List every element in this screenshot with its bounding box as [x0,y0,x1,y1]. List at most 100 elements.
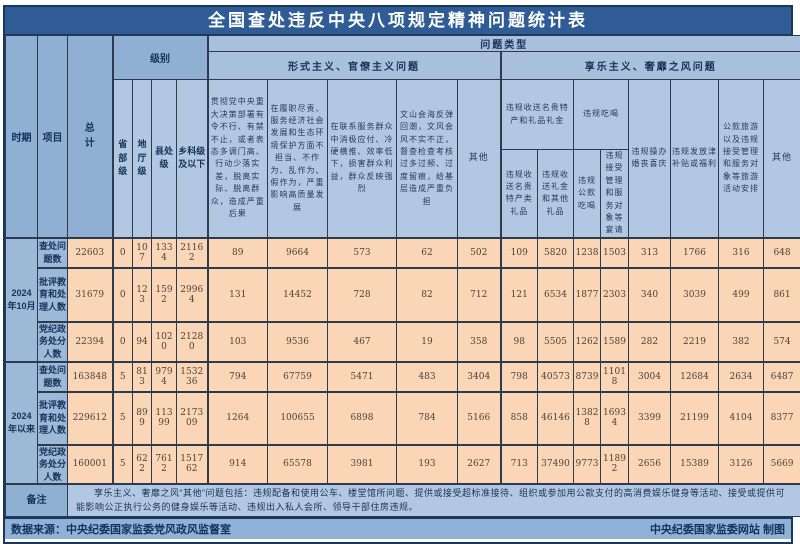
data-cell: 8377 [764,392,800,445]
header-item: 项目 [38,36,68,238]
data-cell: 14452 [268,268,328,322]
data-cell: 131 [208,268,268,322]
data-cell: 82 [397,268,458,322]
data-cell: 94 [133,322,152,362]
data-cell: 5820 [538,238,574,268]
data-cell: 1589 [601,322,629,362]
period-label: 2024年以来 [6,362,38,485]
data-cell: 1877 [574,268,601,322]
data-cell: 316 [719,238,764,268]
note-row: 备注 享乐主义、奢靡之风“其他”问题包括：违规配备和使用公车、楼堂馆所问题、提供… [6,484,800,517]
header-formalism-other: 其他 [458,80,501,238]
data-cell: 62 [397,238,458,268]
header-public-travel: 公款旅游以及违规接受管理和服务对象等旅游活动安排 [719,80,764,238]
data-cell: 502 [458,238,501,268]
header-problem-type-group: 问题类型 [208,36,800,52]
data-cell: 573 [328,238,397,268]
table-row: 2024年10月 查处问题数 22603 0 107 1334 21162 89… [6,238,800,268]
header-level-county: 县处级 [152,80,177,238]
table-row: 批评教育和处理人数 31679 0 123 1592 29964 131 144… [6,268,800,322]
header-hedonism-group: 享乐主义、奢靡之风问题 [501,52,800,80]
data-cell: 574 [764,322,800,362]
data-cell: 7612 [152,445,177,485]
data-cell: 5166 [458,392,501,445]
data-cell: 5471 [328,362,397,392]
header-formalism-col-3: 在联系服务群众中消极应付、冷硬横推、效率低下，损害群众利益，群众反映强烈 [328,80,397,238]
data-cell: 16934 [601,392,629,445]
data-cell: 712 [458,268,501,322]
header-total-text: 总计 [84,121,95,151]
data-cell: 103 [208,322,268,362]
data-cell: 3981 [328,445,397,485]
data-cell: 1020 [152,322,177,362]
data-cell: 1766 [671,238,719,268]
data-cell: 123 [133,268,152,322]
data-cell: 121 [501,268,538,322]
data-cell: 784 [397,392,458,445]
data-cell: 163848 [68,362,113,392]
data-cell: 858 [501,392,538,445]
data-cell: 107 [133,238,152,268]
header-formalism-col-1: 贯彻党中央重大决策部署有令不行、有禁不止，或者表态多调门高、行动少落实差，脱离实… [208,80,268,238]
data-cell: 499 [719,268,764,322]
data-cell: 8739 [574,362,601,392]
header-period: 时期 [6,36,38,238]
header-formalism-col-4: 文山会海反弹回潮，文风会风不实不正，督查检查考核过多过频、过度留痕，给基层造成严… [397,80,458,238]
note-label: 备注 [6,484,68,517]
data-cell: 1334 [152,238,177,268]
data-cell: 5 [113,362,133,392]
row-label: 党纪政务处分人数 [38,322,68,362]
table-row: 党纪政务处分人数 22394 0 94 1020 21280 103 9536 … [6,322,800,362]
data-cell: 794 [208,362,268,392]
header-sub-gifts-money: 违规收送礼金和其他礼品 [538,150,574,238]
data-cell: 358 [458,322,501,362]
data-cell: 648 [764,238,800,268]
data-cell: 37490 [538,445,574,485]
data-cell: 151762 [177,445,208,485]
data-cell: 713 [501,445,538,485]
header-dining-group: 违规吃喝 [574,80,629,150]
data-cell: 3126 [719,445,764,485]
data-cell: 340 [629,268,671,322]
data-cell: 1262 [574,322,601,362]
header-allowances: 违规发放津补贴或福利 [671,80,719,238]
row-label: 批评教育和处理人数 [38,392,68,445]
data-cell: 11892 [601,445,629,485]
statistics-table: 时期 项目 总计 级别 问题类型 形式主义、官僚主义问题 享乐主义、奢靡之风问题… [5,35,800,517]
data-cell: 6898 [328,392,397,445]
data-cell: 29964 [177,268,208,322]
credit: 中央纪委国家监委网站 制图 [650,521,785,537]
data-cell: 9536 [268,322,328,362]
data-source: 数据来源：中央纪委国家监委党风政风监督室 [11,521,231,537]
data-cell: 193 [397,445,458,485]
data-cell: 13828 [574,392,601,445]
data-cell: 9794 [152,362,177,392]
data-cell: 1238 [574,238,601,268]
data-cell: 728 [328,268,397,322]
data-cell: 3004 [629,362,671,392]
data-cell: 3039 [671,268,719,322]
data-cell: 382 [719,322,764,362]
data-cell: 31679 [68,268,113,322]
header-gifts-group: 违规收送名贵特产和礼品礼金 [501,80,574,150]
data-cell: 2303 [601,268,629,322]
period-label: 2024年10月 [6,238,38,362]
header-wedding-funeral: 违规操办婚丧喜庆 [629,80,671,238]
data-cell: 861 [764,268,800,322]
data-cell: 22394 [68,322,113,362]
table-row: 批评教育和处理人数 229612 5 899 11399 217309 1264… [6,392,800,445]
data-cell: 2627 [458,445,501,485]
header-formalism-col-2: 在履职尽责、服务经济社会发展和生态环境保护方面不担当、不作为、乱作为、假作为，严… [268,80,328,238]
data-cell: 798 [501,362,538,392]
data-cell: 98 [501,322,538,362]
data-cell: 89 [208,238,268,268]
data-cell: 229612 [68,392,113,445]
data-cell: 1503 [601,238,629,268]
data-cell: 109 [501,238,538,268]
data-cell: 2656 [629,445,671,485]
header-sub-banquet: 违规接受管理和服务对象等宴请 [601,150,629,238]
data-cell: 622 [133,445,152,485]
data-cell: 40573 [538,362,574,392]
data-cell: 21280 [177,322,208,362]
data-cell: 65578 [268,445,328,485]
